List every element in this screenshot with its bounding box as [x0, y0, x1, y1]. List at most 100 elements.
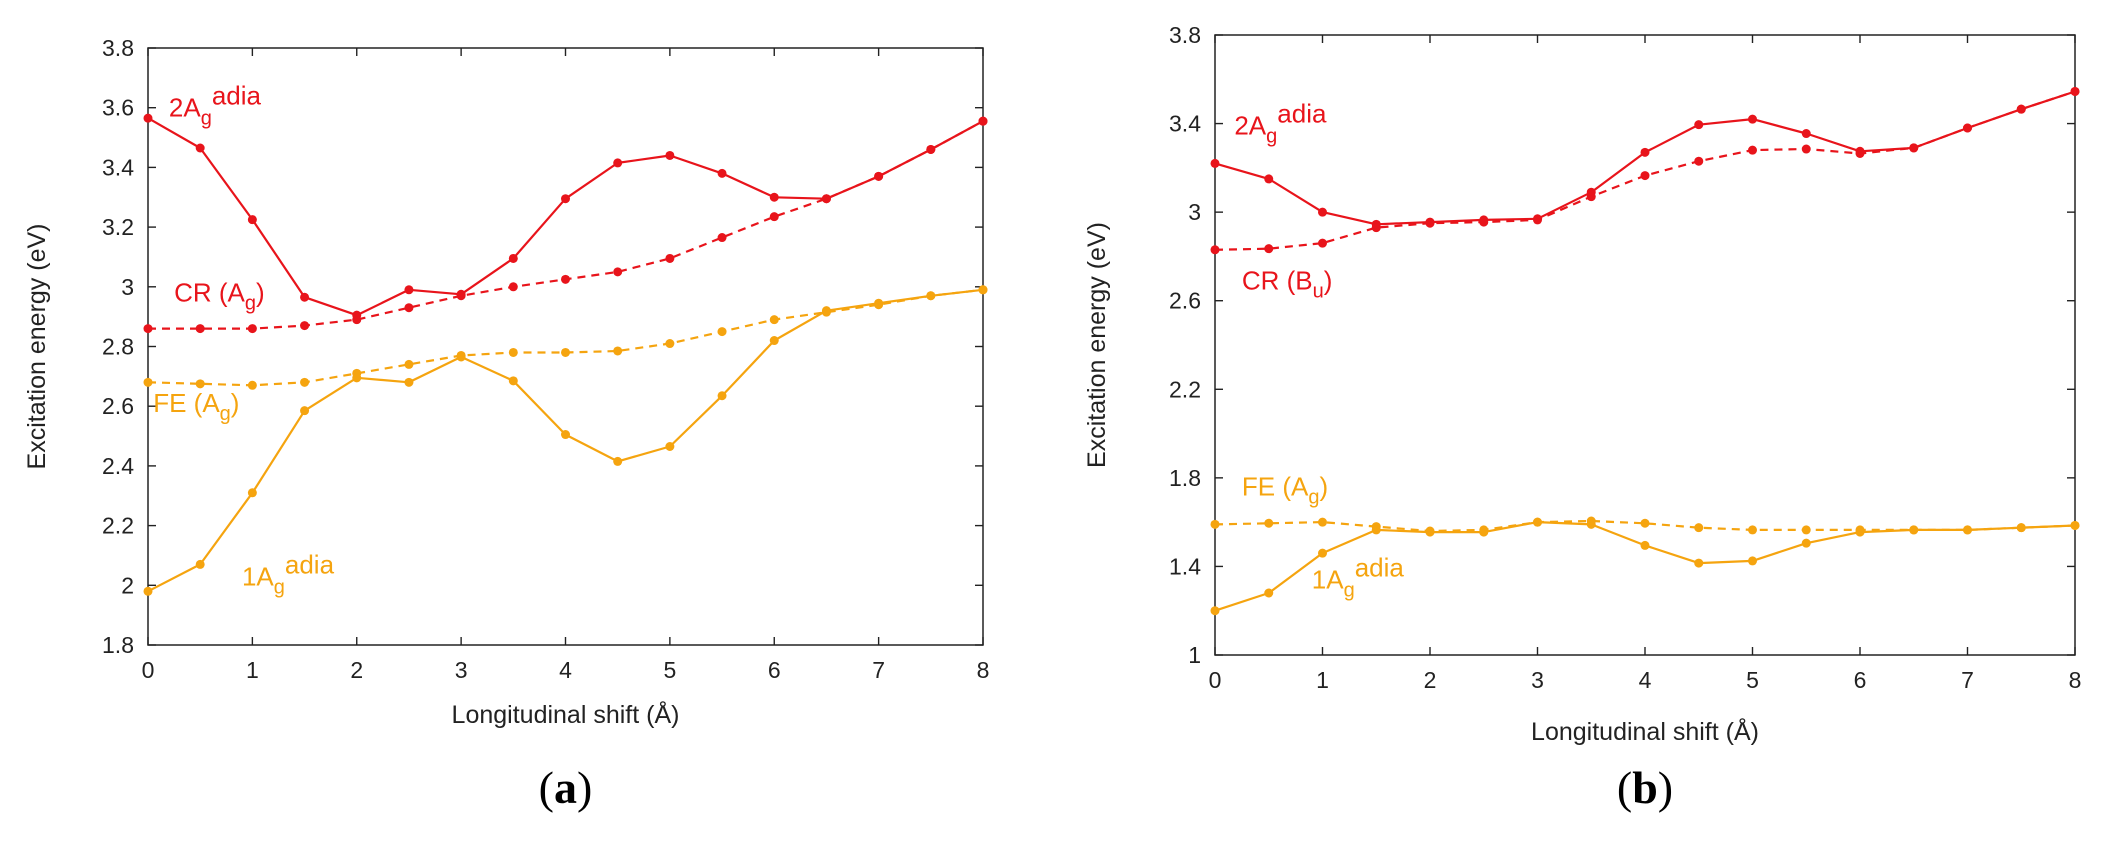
data-point	[769, 192, 779, 202]
data-point	[1694, 558, 1704, 568]
x-tick-label: 8	[2069, 667, 2082, 693]
x-tick-label: 7	[1961, 667, 1974, 693]
x-tick-label: 1	[1316, 667, 1329, 693]
data-point	[2070, 520, 2080, 530]
data-point	[300, 292, 310, 302]
data-point	[1586, 519, 1596, 529]
y-tick-label: 3.8	[1169, 22, 1201, 48]
data-point	[143, 113, 153, 123]
x-tick-label: 3	[1531, 667, 1544, 693]
series-label: CR (Bu)	[1242, 266, 1333, 303]
panel-label: (a)	[539, 762, 593, 813]
data-point	[769, 315, 779, 325]
y-axis-label: Excitation energy (eV)	[23, 224, 51, 470]
data-point	[1909, 525, 1919, 535]
series-line	[147, 288, 984, 593]
x-tick-label: 2	[350, 657, 363, 683]
y-tick-label: 3.8	[102, 35, 134, 61]
data-point	[613, 346, 623, 356]
data-point	[143, 377, 153, 387]
y-tick-label: 2.2	[102, 513, 134, 539]
data-point	[613, 456, 623, 466]
data-point	[1210, 519, 1220, 529]
data-point	[404, 285, 414, 295]
data-point	[1318, 517, 1327, 527]
data-point	[926, 144, 936, 154]
y-tick-label: 2.6	[102, 393, 134, 419]
y-tick-label: 2	[121, 572, 134, 598]
data-point	[1640, 540, 1650, 550]
data-point	[1855, 527, 1865, 537]
data-point	[300, 321, 310, 331]
data-point	[1640, 147, 1650, 157]
y-tick-label: 3	[1188, 199, 1201, 225]
data-point	[1694, 120, 1704, 130]
series-label: 2Agadia	[169, 81, 262, 130]
data-point	[508, 282, 518, 292]
data-point	[1640, 518, 1650, 528]
data-point	[665, 253, 675, 263]
series-label: FE (Ag)	[1242, 472, 1328, 509]
y-tick-label: 3.6	[102, 95, 134, 121]
series-label: CR (Ag)	[174, 278, 265, 315]
data-point	[1748, 114, 1757, 124]
x-tick-label: 8	[977, 657, 990, 683]
data-point	[300, 406, 310, 416]
data-point	[1264, 244, 1274, 254]
data-point	[143, 586, 153, 596]
data-point	[143, 324, 153, 334]
data-point	[874, 298, 884, 308]
data-point	[1533, 215, 1542, 225]
x-axis-label: Longitudinal shift (Å)	[452, 699, 680, 729]
data-point	[456, 352, 466, 362]
series-line	[147, 288, 984, 387]
x-tick-label: 6	[768, 657, 781, 683]
data-point	[247, 488, 257, 498]
plot-frame	[1214, 34, 2076, 656]
data-point	[404, 377, 414, 387]
data-point	[1264, 588, 1274, 598]
y-axis-label: Excitation energy (eV)	[1083, 222, 1111, 468]
data-point	[1909, 143, 1919, 153]
data-point	[1479, 217, 1489, 227]
series-label: 2Agadia	[1234, 99, 1327, 148]
data-point	[821, 194, 831, 204]
data-point	[561, 194, 570, 204]
data-point	[1479, 527, 1489, 537]
y-tick-label: 1.4	[1169, 553, 1201, 579]
data-point	[1210, 245, 1220, 255]
data-point	[1801, 129, 1811, 139]
data-point	[1748, 145, 1757, 155]
x-tick-label: 5	[1746, 667, 1759, 693]
x-tick-label: 1	[246, 657, 259, 683]
data-point	[561, 347, 570, 357]
data-point	[404, 359, 414, 369]
data-point	[665, 339, 675, 349]
data-point	[1748, 556, 1757, 566]
data-point	[195, 324, 205, 334]
series-label: 1Agadia	[1312, 553, 1405, 602]
data-point	[769, 212, 779, 222]
x-tick-label: 4	[559, 657, 572, 683]
data-point	[247, 324, 257, 334]
data-point	[404, 303, 414, 313]
data-point	[2070, 86, 2080, 96]
y-tick-label: 3.4	[1169, 111, 1201, 137]
data-point	[1640, 171, 1650, 181]
data-point	[613, 158, 623, 168]
data-point	[195, 379, 205, 389]
data-point	[2016, 104, 2026, 114]
data-point	[1210, 606, 1220, 616]
data-point	[2016, 523, 2026, 533]
series-line	[1214, 90, 2076, 226]
data-point	[247, 215, 257, 225]
y-tick-label: 2.2	[1169, 376, 1201, 402]
data-point	[247, 380, 257, 390]
y-tick-label: 3.4	[102, 154, 134, 180]
data-point	[821, 306, 831, 316]
data-point	[1210, 158, 1220, 168]
data-point	[561, 274, 570, 284]
data-point	[1586, 192, 1596, 202]
data-point	[1801, 144, 1811, 154]
x-tick-label: 6	[1854, 667, 1867, 693]
